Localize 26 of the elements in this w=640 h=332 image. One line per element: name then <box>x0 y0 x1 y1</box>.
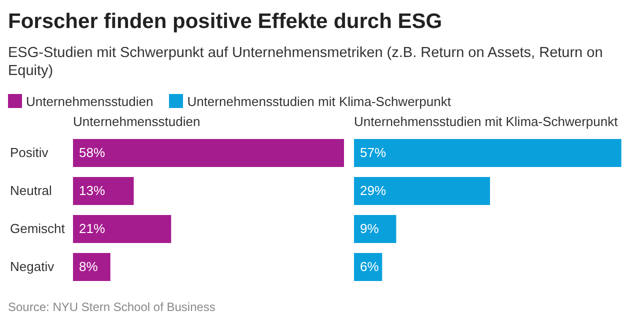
y-tick-label: Positiv <box>10 145 49 160</box>
y-tick-label: Negativ <box>10 259 55 274</box>
data-label: 6% <box>360 259 380 274</box>
data-label: 8% <box>79 259 98 274</box>
source-note: Source: NYU Stern School of Business <box>8 300 216 314</box>
data-label: 29% <box>360 183 386 198</box>
data-label: 13% <box>79 183 106 198</box>
bar <box>73 139 344 167</box>
y-tick-label: Gemischt <box>10 221 66 236</box>
bar <box>73 253 110 281</box>
data-label: 9% <box>360 221 380 236</box>
bar <box>354 139 622 167</box>
bar <box>73 177 134 205</box>
text: Unternehmensstudien mit Klima-Schwerpunkt <box>354 114 618 129</box>
bar <box>354 215 396 243</box>
bar <box>354 177 490 205</box>
chart-subtitle: ESG-Studien mit Schwerpunkt auf Unternehmensmetriken (z.B. Return on Assets, Return on Equity) <box>8 44 604 81</box>
bar <box>73 215 172 243</box>
legend-label: Unternehmensstudien <box>25 92 154 110</box>
legend-label: Unternehmensstudien mit Klima-Schwerpunkt <box>186 92 451 111</box>
y-tick-label: Neutral <box>10 183 52 198</box>
data-label: 57% <box>360 145 386 160</box>
text: Unternehmensstudien <box>73 114 200 129</box>
data-label: 58% <box>79 145 106 160</box>
chart-title: Forscher finden positive Effekte durch ESG <box>8 9 444 35</box>
data-label: 21% <box>79 221 106 236</box>
